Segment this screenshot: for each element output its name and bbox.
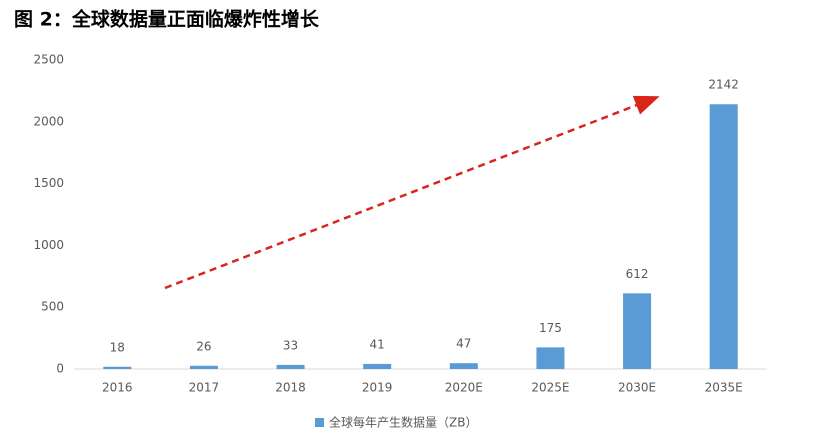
- x-tick-label: 2016: [102, 381, 133, 395]
- y-tick-label: 1500: [33, 176, 64, 190]
- y-tick-label: 2500: [33, 53, 64, 67]
- bar: [189, 365, 218, 369]
- data-label: 612: [626, 267, 649, 281]
- data-label: 41: [370, 337, 385, 351]
- data-label: 47: [456, 337, 471, 351]
- bar: [709, 104, 738, 369]
- bar: [103, 366, 132, 369]
- x-tick-label: 2019: [362, 381, 393, 395]
- bar: [363, 363, 392, 369]
- data-label: 18: [110, 340, 125, 354]
- x-tick-label: 2025E: [531, 381, 569, 395]
- y-tick-label: 2000: [33, 114, 64, 128]
- legend-swatch: [315, 418, 324, 427]
- x-tick-label: 2017: [189, 381, 220, 395]
- bar: [536, 347, 565, 369]
- chart-title: 图 2：全球数据量正面临爆炸性增长: [14, 8, 320, 31]
- y-tick-label: 1000: [33, 238, 64, 252]
- x-tick-label: 2030E: [618, 381, 656, 395]
- y-tick-label: 500: [41, 300, 64, 314]
- bar: [276, 364, 305, 369]
- x-tick-label: 2020E: [445, 381, 483, 395]
- data-label: 2142: [708, 78, 739, 92]
- legend-label: 全球每年产生数据量（ZB）: [329, 415, 477, 430]
- data-label: 175: [539, 321, 562, 335]
- trend-arrow: [164, 95, 660, 290]
- data-label: 33: [283, 338, 298, 352]
- bar: [449, 363, 478, 369]
- x-tick-label: 2035E: [705, 381, 743, 395]
- bar: [623, 293, 652, 369]
- y-tick-label: 0: [56, 362, 64, 376]
- data-label: 26: [196, 339, 211, 353]
- x-tick-label: 2018: [275, 381, 306, 395]
